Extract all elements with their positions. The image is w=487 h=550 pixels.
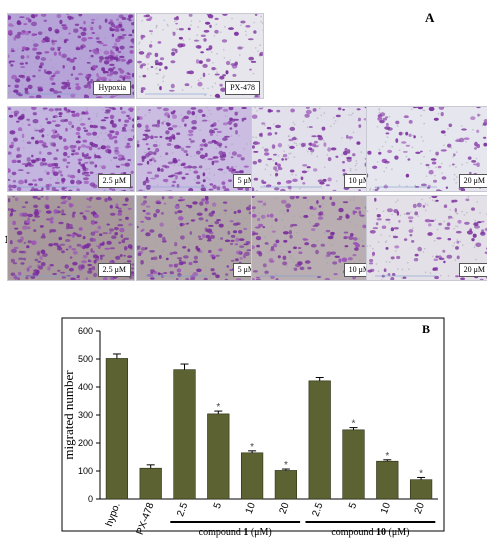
cell-stain-pattern bbox=[252, 107, 378, 191]
significance-star: * bbox=[284, 460, 288, 471]
bar bbox=[173, 369, 196, 500]
y-tick-label: 300 bbox=[78, 410, 93, 420]
group-label-unit: (μM) bbox=[386, 527, 409, 538]
bar bbox=[240, 452, 264, 500]
migration-bar-chart: 0 100 200 300 400 500 600 migrated number Bhypo.… bbox=[61, 317, 445, 538]
y-tick-label: 100 bbox=[78, 466, 93, 476]
group-label: compound 10 (μM) bbox=[331, 527, 409, 538]
tile-caption: Hypoxia bbox=[93, 81, 131, 95]
bar bbox=[139, 467, 162, 500]
tile-caption: 2.5 μM bbox=[97, 263, 131, 277]
y-tick-label: 600 bbox=[78, 326, 93, 336]
bar bbox=[342, 429, 365, 500]
group-label-compound: 1 bbox=[243, 527, 248, 538]
y-axis-label: migrated number bbox=[61, 370, 76, 460]
significance-star: * bbox=[250, 442, 254, 453]
micrograph-tile: 10 μM bbox=[251, 106, 379, 192]
significance-star: * bbox=[385, 451, 389, 462]
significance-star: * bbox=[352, 419, 356, 430]
x-tick-label: 2.5 bbox=[175, 501, 190, 518]
x-tick-label: 5 bbox=[212, 501, 224, 510]
micrograph-tile: PX-478 bbox=[136, 13, 264, 99]
y-tick-label: 400 bbox=[78, 382, 93, 392]
x-tick-label: 5 bbox=[347, 501, 359, 510]
micrograph-tile: 10 μM bbox=[251, 195, 379, 281]
significance-star: * bbox=[216, 402, 220, 413]
bar bbox=[308, 380, 331, 500]
bar bbox=[274, 470, 298, 500]
micrograph-tile: Hypoxia bbox=[7, 13, 135, 99]
x-tick-label: 20 bbox=[413, 501, 427, 516]
tile-caption: 20 μM bbox=[458, 174, 487, 188]
x-tick-label: 20 bbox=[278, 501, 292, 516]
group-label-prefix: compound bbox=[199, 527, 244, 538]
group-label: compound 1 (μM) bbox=[199, 527, 272, 538]
tile-caption: PX-478 bbox=[225, 81, 260, 95]
cell-stain-pattern bbox=[137, 196, 263, 280]
tile-caption: 20 μM bbox=[458, 263, 487, 277]
y-tick-label: 500 bbox=[78, 354, 93, 364]
x-tick-label: 2.5 bbox=[310, 501, 325, 518]
chart-frame bbox=[61, 317, 445, 532]
x-tick-label: 10 bbox=[244, 501, 258, 516]
y-tick-label: 0 bbox=[88, 494, 93, 504]
panel-b-letter: B bbox=[422, 322, 430, 336]
micrograph-tile: 20 μM bbox=[366, 195, 487, 281]
cell-stain-pattern bbox=[8, 107, 134, 191]
micrograph-tile: 20 μM bbox=[366, 106, 487, 192]
tile-caption: 2.5 μM bbox=[97, 174, 131, 188]
significance-star: * bbox=[419, 468, 423, 479]
micrograph-tile: 5 μM bbox=[136, 195, 264, 281]
group-label-unit: (μM) bbox=[248, 527, 271, 538]
cell-stain-pattern bbox=[8, 196, 134, 280]
bar bbox=[105, 358, 129, 500]
panel-a-letter: A bbox=[425, 10, 435, 25]
bar bbox=[409, 479, 433, 500]
x-tick-label: 10 bbox=[379, 501, 393, 516]
bar bbox=[207, 413, 230, 500]
micrograph-tile: 2.5 μM bbox=[7, 195, 135, 281]
group-label-compound: 10 bbox=[376, 527, 386, 538]
x-tick-label: hypo. bbox=[104, 501, 123, 528]
micrograph-tile: 5 μM bbox=[136, 106, 264, 192]
bar bbox=[376, 460, 399, 500]
micrograph-tile: 2.5 μM bbox=[7, 106, 135, 192]
y-tick-label: 200 bbox=[78, 438, 93, 448]
group-label-prefix: compound bbox=[331, 527, 376, 538]
cell-stain-pattern bbox=[137, 14, 263, 98]
